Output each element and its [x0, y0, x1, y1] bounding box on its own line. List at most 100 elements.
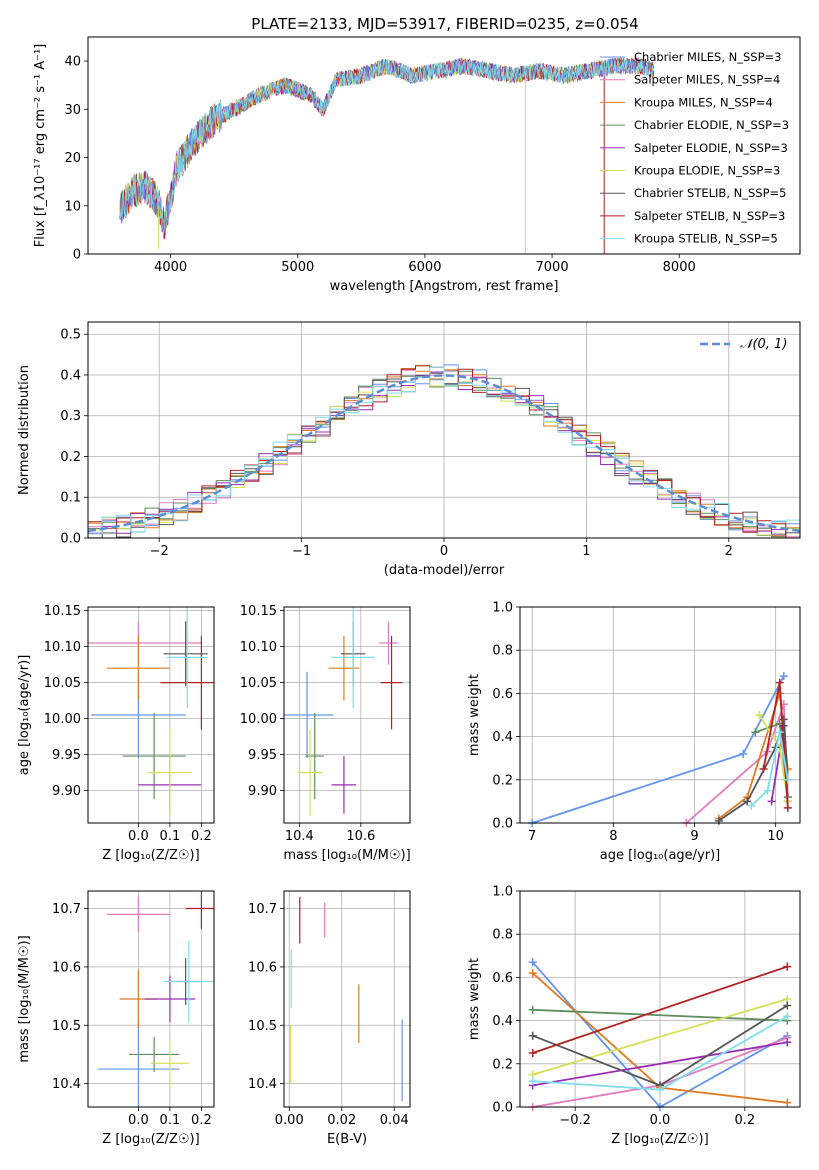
massweight_vs_age-marker: [783, 775, 792, 784]
massweight_vs_Z-marker: [528, 969, 537, 978]
massweight_vs_Z-ytick-label: 0.2: [492, 1057, 513, 1072]
spectrum-line-5: [119, 56, 655, 236]
age_vs_mass-ytick-label: 9.95: [248, 748, 277, 763]
spectrum-line-1: [119, 57, 655, 238]
massweight_vs_Z-xlabel: Z [log₁₀(Z/Z☉)]: [611, 1132, 708, 1147]
age_vs_mass-frame: [283, 606, 411, 824]
mass_vs_Z-ytick-label: 10.5: [52, 1019, 81, 1034]
spectrum-xtick-label: 6000: [408, 260, 441, 275]
massweight_vs_age-axes: 7 8 9 10 0.0 0.2 0.4 0.6 0.8 1.0 age [log₁₀(age/yr…: [467, 601, 800, 863]
legend-label: Salpeter MILES, N_SSP=4: [634, 73, 780, 87]
massweight_vs_age-marker: [763, 786, 772, 795]
age_vs_Z-xlabel: Z [log₁₀(Z/Z☉)]: [102, 848, 199, 863]
massweight_vs_age-marker: [783, 803, 792, 812]
massweight_vs_Z-marker: [528, 958, 537, 967]
age_vs_Z-ytick-label: 10.00: [44, 712, 81, 727]
mass_vs_Z-frame: [87, 890, 215, 1108]
residuals-ylabel: Normed distribution: [17, 365, 32, 495]
residuals-xtick-label: 0: [440, 544, 448, 559]
massweight_vs_age-marker: [775, 678, 784, 687]
massweight_vs_age-ytick-label: 0.2: [492, 773, 513, 788]
mass_vs_ebv-xtick-label: 0.04: [380, 1113, 409, 1128]
massweight_vs_Z-ytick-label: 0.8: [492, 928, 513, 943]
age_vs_mass-ytick-label: 10.10: [240, 640, 277, 655]
residuals-ytick-label: 0.1: [60, 491, 81, 506]
spectrum-xtick-label: 8000: [663, 260, 696, 275]
spectrum-line-6: [119, 57, 654, 239]
massweight_vs_Z-marker: [783, 1098, 792, 1107]
residuals-axes: −2 −1 0 1 2 0.0 0.1 0.2 0.3 0.4 0.5 (data-model)/er…: [17, 322, 800, 578]
residuals-ytick-label: 0.2: [60, 450, 81, 465]
spectrum-legend: Chabrier MILES, N_SSP=3 Salpeter MILES, N…: [600, 50, 789, 246]
massweight_vs_age-marker: [767, 797, 776, 806]
massweight_vs_Z-xtick-label: −0.2: [559, 1113, 591, 1128]
spectrum-line-7: [119, 57, 655, 240]
mass_vs_ebv-ytick-label: 10.6: [248, 960, 277, 975]
massweight_vs_Z-axes: −0.2 0.0 0.2 0.0 0.2 0.4 0.6 0.8 1.0 Z [log₁₀(Z/Z…: [467, 885, 800, 1147]
mass_vs_Z-xtick-label: 0.2: [191, 1113, 212, 1128]
massweight_vs_Z-xtick-label: 0.2: [735, 1113, 756, 1128]
age_vs_Z-frame: [87, 606, 215, 824]
legend-label: Salpeter STELIB, N_SSP=3: [634, 209, 785, 223]
mass_vs_Z-xtick-label: 0.0: [128, 1113, 149, 1128]
spectrum-axes: 4000 5000 6000 7000 8000 0 10 20 30 40 wavelength …: [33, 44, 696, 294]
spectrum-xtick-label: 4000: [154, 260, 187, 275]
massweight_vs_age-line-2: [718, 693, 789, 820]
mass_vs_Z-ytick-label: 10.7: [52, 902, 81, 917]
age_vs_mass-xlabel: mass [log₁₀(M/M☉)]: [283, 848, 410, 863]
legend-label: Chabrier ELODIE, N_SSP=3: [634, 118, 789, 132]
massweight_vs_Z-marker: [656, 1085, 664, 1094]
residuals-xtick-label: 1: [582, 544, 590, 559]
age_vs_Z-ytick-label: 10.10: [44, 640, 81, 655]
spectrum-xtick-label: 5000: [281, 260, 314, 275]
massweight_vs_age-marker: [714, 816, 723, 825]
massweight_vs_Z-line-5: [532, 998, 788, 1076]
mass_vs_ebv-xtick-label: 0.00: [275, 1113, 304, 1128]
massweight_vs_age-marker: [751, 728, 760, 737]
age_vs_mass-ytick-label: 10.05: [240, 676, 277, 691]
mass_vs_Z-xtick-label: 0.1: [160, 1113, 181, 1128]
age_vs_Z-xtick-label: 0.0: [128, 829, 149, 844]
massweight_vs_age-xlabel: age [log₁₀(age/yr)]: [600, 848, 721, 863]
massweight_vs_age-line-8: [750, 732, 789, 807]
mass_vs_Z-xlabel: Z [log₁₀(Z/Z☉)]: [102, 1132, 199, 1147]
age_vs_mass-ytick-label: 10.00: [240, 712, 277, 727]
massweight_vs_Z-marker: [783, 1012, 792, 1021]
massweight_vs_Z-marker: [783, 962, 792, 971]
age_vs_Z-ytick-label: 10.15: [44, 604, 81, 619]
residuals-frame: [87, 321, 801, 539]
massweight_vs_age-ytick-label: 0.0: [492, 817, 513, 832]
spectrum-frame: [87, 36, 801, 255]
massweight_vs_Z-marker: [528, 1049, 537, 1057]
spectrum-ytick-label: 40: [64, 55, 81, 70]
massweight_vs_age-marker: [755, 711, 764, 719]
mass_vs_Z-ytick-label: 10.4: [52, 1077, 81, 1092]
massweight_vs_age-marker: [779, 672, 788, 681]
massweight_vs_age-ylabel: mass weight: [467, 674, 482, 756]
age_vs_mass-axes: 10.4 10.6 9.90 9.95 10.00 10.05 10.10 10.15 mass…: [240, 604, 411, 863]
mass_vs_ebv-frame: [283, 890, 411, 1108]
age_vs_Z-axes: 0.0 0.1 0.2 9.90 9.95 10.00 10.05 10.10 10.15 Z […: [17, 604, 214, 863]
massweight_vs_age-xtick-label: 8: [609, 829, 617, 844]
mass_vs_ebv-axes: 0.00 0.02 0.04 10.4 10.5 10.6 10.7 E(B-V): [248, 891, 410, 1147]
mass_vs_ebv-ytick-label: 10.4: [248, 1077, 277, 1092]
mass_vs_ebv-xlabel: E(B-V): [327, 1132, 367, 1147]
massweight_vs_age-ytick-label: 0.4: [492, 730, 513, 745]
legend-normal-label: 𝒩(0, 1): [740, 337, 787, 352]
normal-curve: [88, 374, 800, 533]
massweight_vs_age-ytick-label: 1.0: [492, 601, 513, 616]
massweight_vs_Z-line-4: [532, 1041, 788, 1087]
massweight_vs_Z-ytick-label: 0.6: [492, 971, 513, 986]
residuals-ytick-label: 0.5: [60, 328, 81, 343]
massweight_vs_Z-ytick-label: 1.0: [492, 885, 513, 900]
residuals-xtick-label: 2: [725, 544, 733, 559]
massweight_vs_age-xtick-label: 7: [528, 829, 536, 844]
legend-label: Chabrier MILES, N_SSP=3: [634, 50, 781, 64]
massweight_vs_age-xtick-label: 10: [767, 829, 784, 844]
age_vs_mass-ytick-label: 9.90: [248, 784, 277, 799]
massweight_vs_age-frame: [519, 606, 801, 824]
age_vs_mass-ytick-label: 10.15: [240, 604, 277, 619]
mass_vs_ebv-ytick-label: 10.5: [248, 1019, 277, 1034]
age_vs_Z-ylabel: age [log₁₀(age/yr)]: [17, 655, 32, 776]
age_vs_Z-ytick-label: 9.95: [52, 748, 81, 763]
